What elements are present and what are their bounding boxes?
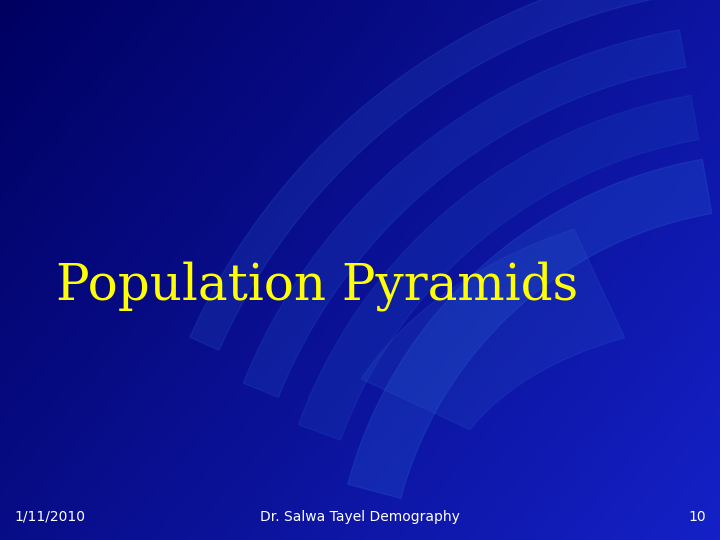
Text: 1/11/2010: 1/11/2010 — [14, 510, 86, 524]
Polygon shape — [190, 0, 652, 350]
Polygon shape — [361, 229, 625, 430]
Text: Population Pyramids: Population Pyramids — [55, 261, 578, 311]
Text: Dr. Salwa Tayel Demography: Dr. Salwa Tayel Demography — [260, 510, 460, 524]
Polygon shape — [298, 95, 699, 440]
Text: 10: 10 — [688, 510, 706, 524]
Polygon shape — [243, 30, 686, 397]
Polygon shape — [348, 159, 712, 498]
